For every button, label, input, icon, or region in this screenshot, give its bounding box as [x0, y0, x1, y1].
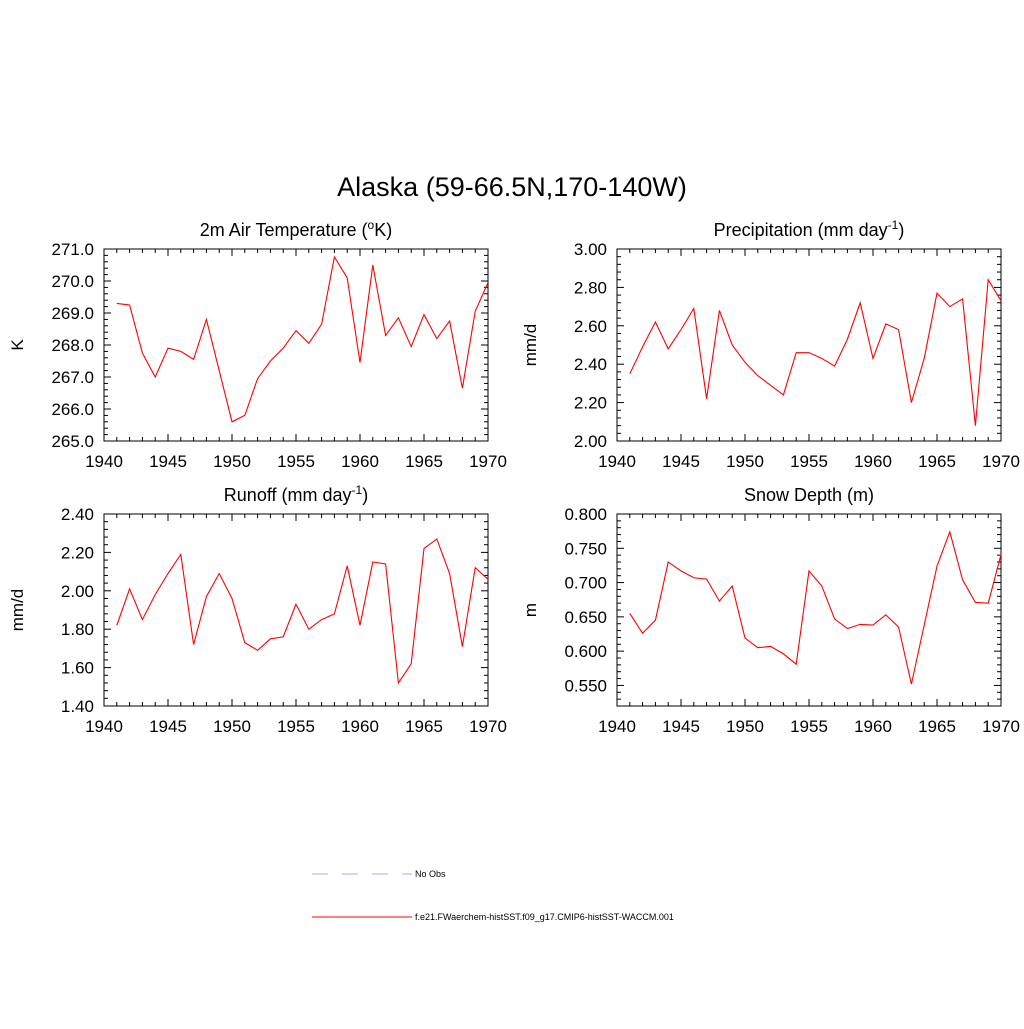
x-tick-label: 1945: [149, 717, 187, 736]
x-tick-label: 1960: [854, 717, 892, 736]
panel-2: Precipitation (mm day-1) mm/d 1940 1945 1950…: [521, 218, 1020, 471]
x-tick-label: 1955: [790, 717, 828, 736]
x-tick-label: 1955: [277, 452, 315, 471]
y-axis-label: mm/d: [8, 589, 27, 632]
x-tick-label: 1950: [213, 717, 251, 736]
x-tick-label: 1955: [277, 717, 315, 736]
legend: No Obs f.e21.FWaerchem-histSST.f09_g17.CM…: [312, 869, 674, 922]
x-tick-label: 1950: [726, 452, 764, 471]
panel-title-text: Runoff (mm day: [224, 485, 352, 505]
y-tick-label: 266.0: [51, 400, 94, 419]
series-line: [116, 538, 489, 685]
x-tick-label: 1955: [790, 452, 828, 471]
x-tick-label: 1965: [405, 452, 443, 471]
y-tick-label: 265.0: [51, 432, 94, 451]
figure-title: Alaska (59-66.5N,170-140W): [337, 172, 687, 202]
y-tick-label: 2.60: [574, 317, 607, 336]
x-tick-label: 1940: [85, 717, 123, 736]
panel-title-superscript: -1: [888, 218, 899, 232]
panel-title-text: Precipitation (mm day: [714, 220, 888, 240]
y-tick-label: 270.0: [51, 272, 94, 291]
panel-title-superscript: o: [368, 218, 375, 232]
x-tick-label: 1970: [982, 452, 1020, 471]
x-tick-label: 1950: [213, 452, 251, 471]
y-tick-label: 0.600: [564, 642, 607, 661]
plot-frame: [616, 513, 1002, 707]
y-tick-label: 0.550: [564, 676, 607, 695]
y-tick-label: 2.40: [574, 355, 607, 374]
x-tick-label: 1945: [662, 717, 700, 736]
y-axis-label: K: [8, 339, 27, 351]
series-line: [629, 530, 1002, 685]
panel-title: 2m Air Temperature (oK): [200, 218, 392, 240]
panel-title: Runoff (mm day-1): [224, 483, 368, 505]
y-tick-label: 267.0: [51, 368, 94, 387]
x-tick-label: 1950: [726, 717, 764, 736]
panel-4: Snow Depth (m) m 1940 1945 1950 1955 1960 1965 1…: [521, 485, 1020, 736]
x-tick-label: 1960: [854, 452, 892, 471]
x-tick-label: 1970: [982, 717, 1020, 736]
panel-title-suffix: ): [362, 485, 368, 505]
series-line: [629, 277, 1002, 426]
y-tick-label: 2.20: [574, 394, 607, 413]
y-axis-label: mm/d: [521, 324, 540, 367]
x-tick-label: 1960: [341, 717, 379, 736]
y-tick-label: 1.40: [61, 697, 94, 716]
panel-title-suffix: ): [898, 220, 904, 240]
x-tick-label: 1960: [341, 452, 379, 471]
y-tick-label: 2.00: [61, 582, 94, 601]
x-tick-label: 1965: [918, 452, 956, 471]
y-tick-label: 268.0: [51, 336, 94, 355]
x-tick-label: 1940: [598, 452, 636, 471]
legend-label: No Obs: [415, 869, 446, 879]
x-tick-label: 1945: [149, 452, 187, 471]
y-tick-label: 0.700: [564, 574, 607, 593]
y-tick-label: 2.00: [574, 432, 607, 451]
y-tick-label: 1.80: [61, 620, 94, 639]
panel-1: 2m Air Temperature (oK) K 1940 1945 1950 1955…: [8, 218, 507, 471]
x-tick-label: 1965: [918, 717, 956, 736]
x-tick-label: 1940: [598, 717, 636, 736]
legend-item: No Obs: [312, 869, 446, 879]
y-tick-label: 0.800: [564, 505, 607, 524]
legend-label: f.e21.FWaerchem-histSST.f09_g17.CMIP6-hi…: [415, 912, 674, 922]
y-tick-label: 271.0: [51, 240, 94, 259]
x-tick-label: 1970: [469, 717, 507, 736]
plot-frame: [616, 248, 1002, 442]
legend-item: f.e21.FWaerchem-histSST.f09_g17.CMIP6-hi…: [312, 912, 674, 922]
panel-title-text: Snow Depth (m): [744, 485, 874, 505]
series-line: [116, 255, 489, 423]
y-tick-label: 269.0: [51, 304, 94, 323]
panel-3: Runoff (mm day-1) mm/d 1940 1945 1950 1955 196…: [8, 483, 507, 736]
y-tick-label: 2.20: [61, 543, 94, 562]
x-tick-label: 1940: [85, 452, 123, 471]
panel-title-text: 2m Air Temperature (: [200, 220, 368, 240]
panels: 2m Air Temperature (oK) K 1940 1945 1950 1955…: [8, 218, 1020, 736]
y-tick-label: 3.00: [574, 240, 607, 259]
y-axis-label: m: [521, 603, 540, 617]
x-tick-label: 1945: [662, 452, 700, 471]
y-tick-label: 0.650: [564, 608, 607, 627]
plot-frame: [103, 513, 489, 707]
y-tick-label: 2.40: [61, 505, 94, 524]
x-tick-label: 1965: [405, 717, 443, 736]
y-tick-label: 2.80: [574, 278, 607, 297]
y-tick-label: 1.60: [61, 659, 94, 678]
panel-title-suffix: K): [374, 220, 392, 240]
plot-frame: [103, 248, 489, 442]
panel-title-superscript: -1: [352, 483, 363, 497]
x-tick-label: 1970: [469, 452, 507, 471]
panel-title: Precipitation (mm day-1): [714, 218, 905, 240]
panel-title: Snow Depth (m): [744, 485, 874, 505]
y-tick-label: 0.750: [564, 539, 607, 558]
